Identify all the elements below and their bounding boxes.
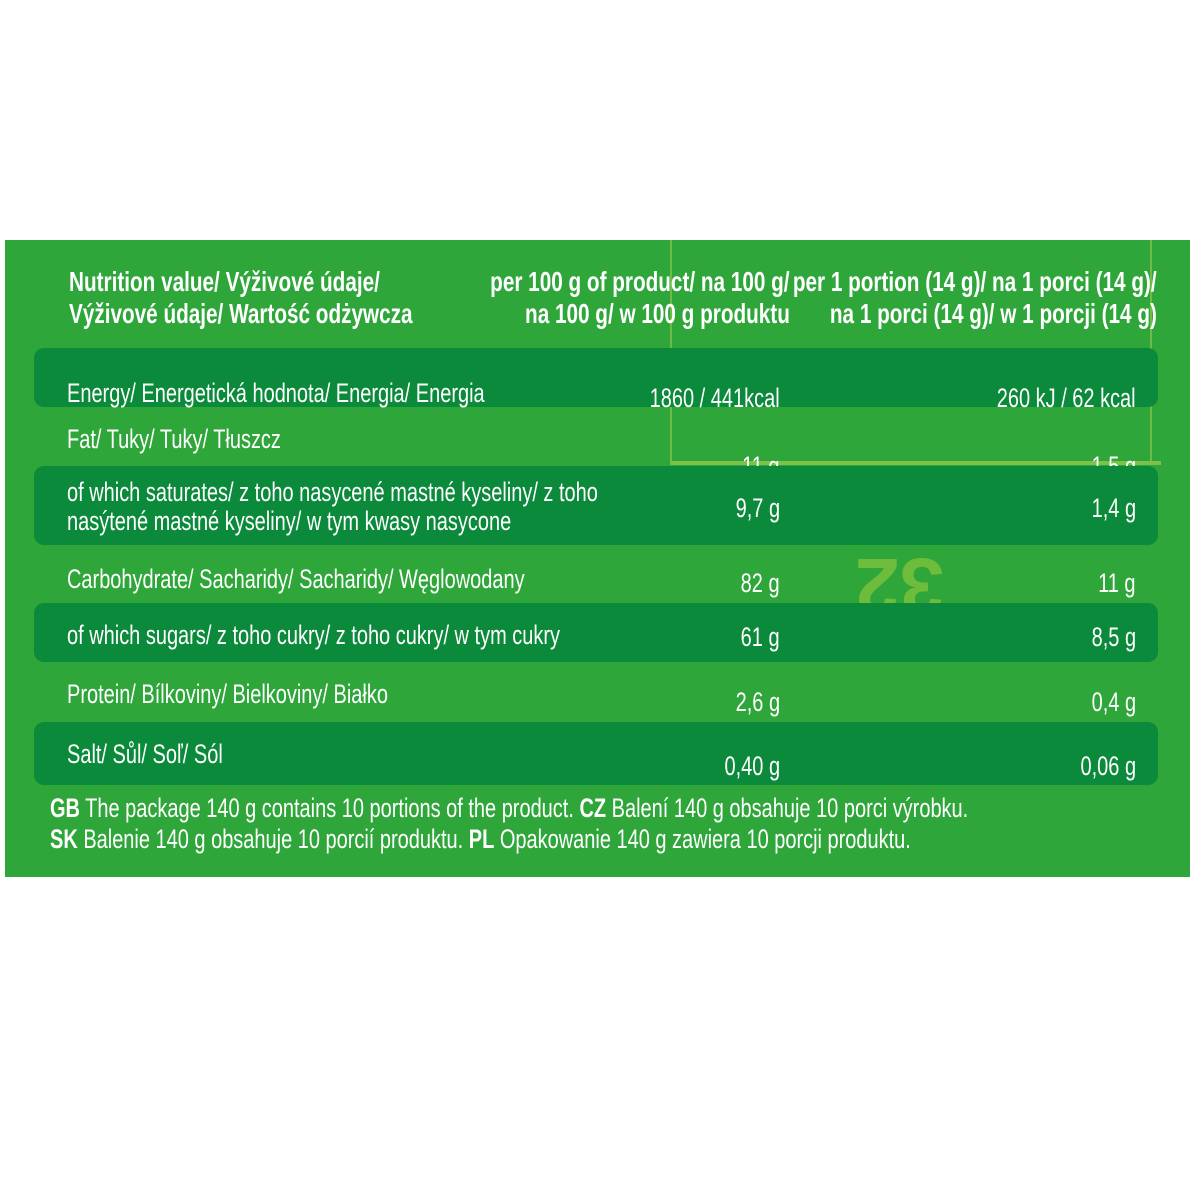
nutrient-label: Protein/ Bílkoviny/ Bielkoviny/ Białko — [67, 679, 388, 709]
value-per-100g: 0,40 g — [724, 751, 780, 781]
value-per-portion: 1,4 g — [1091, 493, 1136, 523]
value-per-100g: 82 g — [741, 568, 780, 598]
value-per-portion: 260 kJ / 62 kcal — [997, 383, 1136, 413]
table-row: Energy/ Energetická hodnota/ Energia/ En… — [34, 348, 1158, 413]
decorative-line — [671, 461, 1161, 465]
table-row: Fat/ Tuky/ Tuky/ Tłuszcz11 g1,5 g — [34, 407, 1158, 481]
value-per-100g: 1860 / 441kcal — [650, 383, 780, 413]
value-per-portion: 8,5 g — [1091, 622, 1136, 652]
value-per-100g: 9,7 g — [735, 493, 780, 523]
country-code: SK — [50, 824, 78, 854]
nutrition-table: 32 Nutrition value/ Výživové údaje/ Výži… — [5, 240, 1190, 877]
country-code: PL — [468, 824, 495, 854]
table-row: of which sugars/ z toho cukry/ z toho cu… — [34, 603, 1158, 662]
header-per100-column: per 100 g of product/ na 100 g/ na 100 g… — [490, 266, 790, 329]
nutrient-label: Fat/ Tuky/ Tuky/ Tłuszcz — [67, 424, 281, 454]
header-portion-column: per 1 portion (14 g)/ na 1 porci (14 g)/… — [793, 266, 1157, 329]
value-per-100g: 61 g — [741, 622, 780, 652]
header-label-column: Nutrition value/ Výživové údaje/ Výživov… — [69, 266, 413, 329]
nutrient-label: Salt/ Sůl/ Soľ/ Sól — [67, 739, 223, 769]
value-per-portion: 0,06 g — [1080, 751, 1136, 781]
table-row: Salt/ Sůl/ Soľ/ Sól 0,40 g 0,06 g — [34, 722, 1158, 785]
nutrient-label: Carbohydrate/ Sacharidy/ Sacharidy/ Węgl… — [67, 564, 525, 594]
country-code: CZ — [579, 793, 607, 823]
nutrient-label: Energy/ Energetická hodnota/ Energia/ En… — [67, 378, 485, 408]
nutrient-label: of which saturates/ z toho nasycené mast… — [67, 477, 598, 536]
nutrient-label: of which sugars/ z toho cukry/ z toho cu… — [67, 620, 561, 650]
value-per-100g: 2,6 g — [735, 687, 780, 717]
package-info: GB The package 140 g contains 10 portion… — [50, 793, 969, 854]
value-per-portion: 0,4 g — [1091, 687, 1136, 717]
table-row: Protein/ Bílkoviny/ Bielkoviny/ Białko 2,… — [34, 662, 1158, 722]
table-row: Carbohydrate/ Sacharidy/ Sacharidy/ Węgl… — [34, 545, 1158, 603]
country-code: GB — [50, 793, 80, 823]
table-row: of which saturates/ z toho nasycené mast… — [34, 466, 1158, 545]
value-per-portion: 11 g — [1098, 568, 1136, 598]
